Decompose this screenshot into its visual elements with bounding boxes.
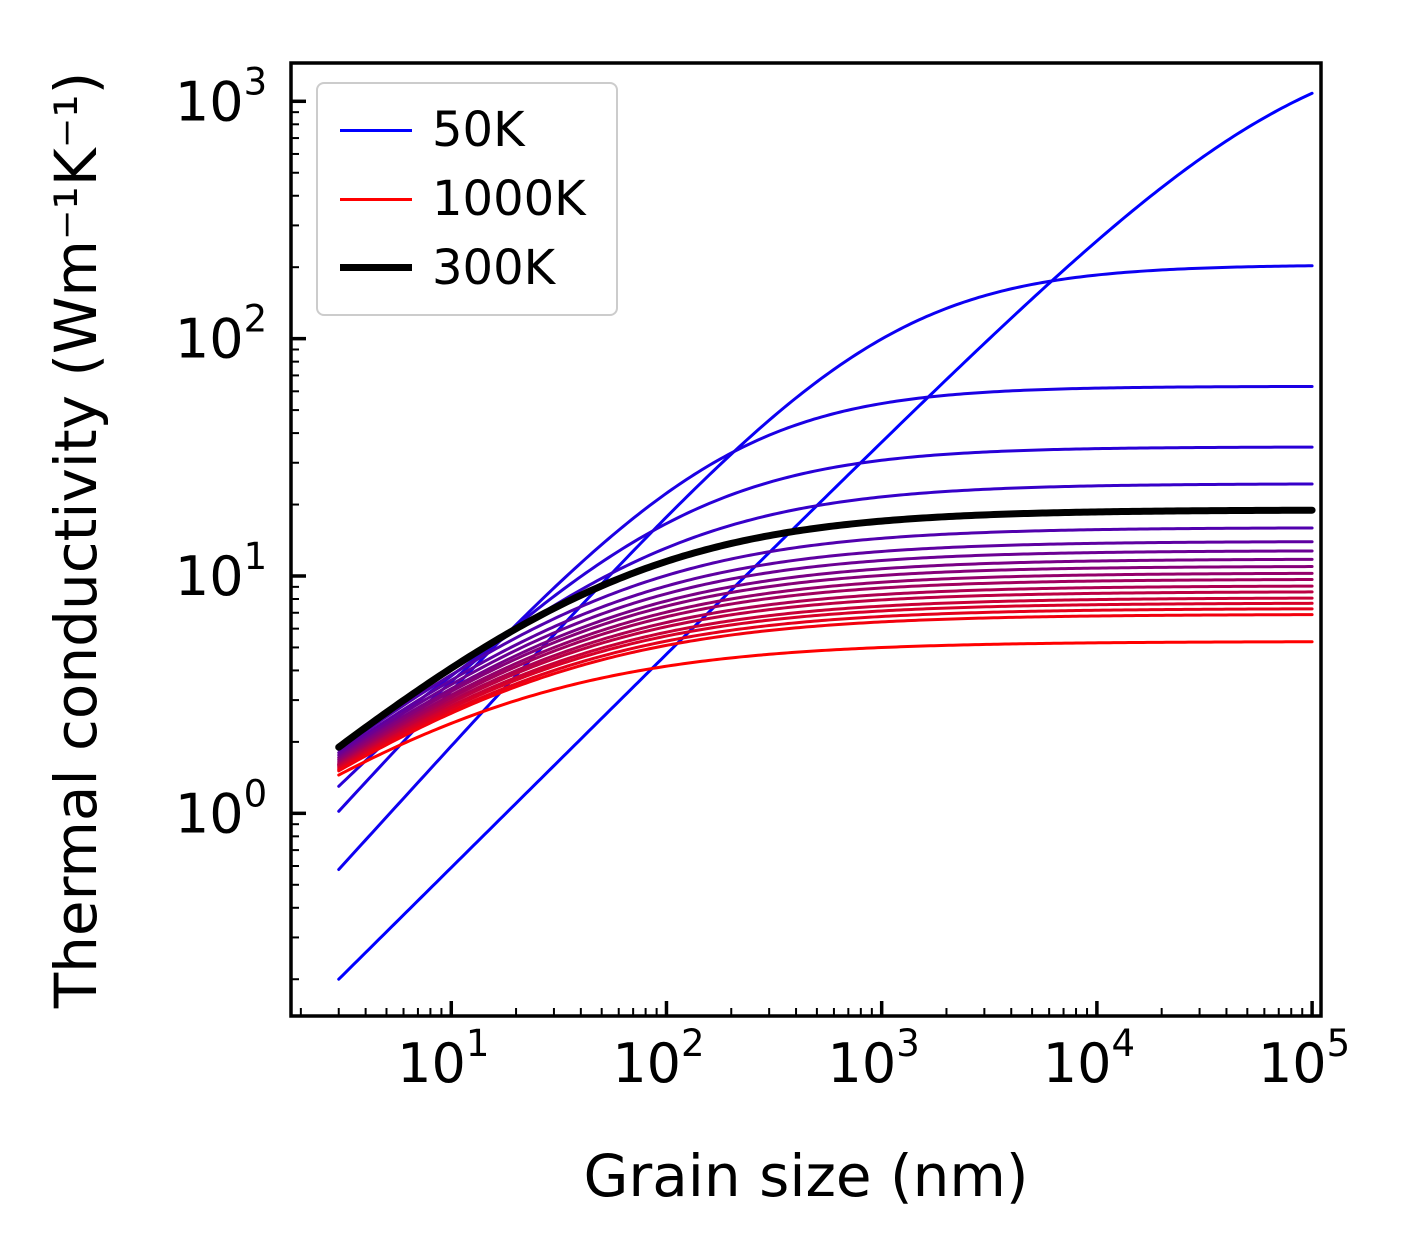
legend-entry-300k: 300K — [340, 239, 586, 296]
curve-800K — [337, 596, 1314, 769]
legend-label-50k: 50K — [432, 102, 525, 158]
legend-label-1000k: 1000K — [432, 170, 586, 227]
curve-850K — [337, 601, 1314, 770]
curve-350K — [337, 526, 1314, 752]
legend-entry-50k: 50K — [340, 104, 586, 157]
legend-line-sample-300k — [340, 264, 412, 272]
curve-600K — [337, 571, 1314, 763]
curve-650K — [337, 578, 1314, 765]
legend: 50K 1000K 300K — [316, 82, 618, 317]
legend-line-sample-50k — [340, 128, 412, 132]
curve-550K — [337, 565, 1314, 761]
x-tick-label-10²: 102 — [612, 1022, 704, 1095]
curve-700K — [337, 584, 1314, 766]
curve-950K — [337, 613, 1314, 773]
y-tick-label-10¹: 101 — [175, 535, 267, 608]
ticks — [291, 99, 1314, 1016]
curve-500K — [337, 557, 1314, 759]
legend-line-sample-1000k — [340, 197, 412, 201]
axes-spines — [289, 61, 1323, 1018]
legend-entry-1000k: 1000K — [340, 170, 586, 227]
x-axis-label: Grain size (nm) — [583, 1142, 1029, 1210]
curve-750K — [337, 590, 1314, 768]
curve-300K-highlight — [335, 506, 1316, 751]
y-tick-label-10³: 103 — [175, 60, 267, 133]
x-tick-label-10⁵: 105 — [1258, 1022, 1350, 1095]
curve-1000K — [337, 640, 1314, 777]
curve-900K — [337, 607, 1314, 771]
tick-labels: 101 102 103 104 105 100 101 102 103 — [175, 60, 1350, 1095]
y-tick-label-10⁰: 100 — [175, 772, 267, 845]
x-tick-label-10³: 103 — [828, 1022, 920, 1095]
y-axis-label: Thermal conductivity (Wm⁻¹K⁻¹) — [42, 71, 110, 1009]
x-tick-label-10¹: 101 — [397, 1022, 489, 1095]
curve-50K — [337, 91, 1314, 981]
y-tick-label-10²: 102 — [175, 298, 267, 371]
curve-400K — [337, 540, 1314, 755]
legend-label-300k: 300K — [432, 239, 556, 296]
x-tick-label-10⁴: 104 — [1043, 1022, 1135, 1095]
curve-450K — [337, 549, 1314, 757]
